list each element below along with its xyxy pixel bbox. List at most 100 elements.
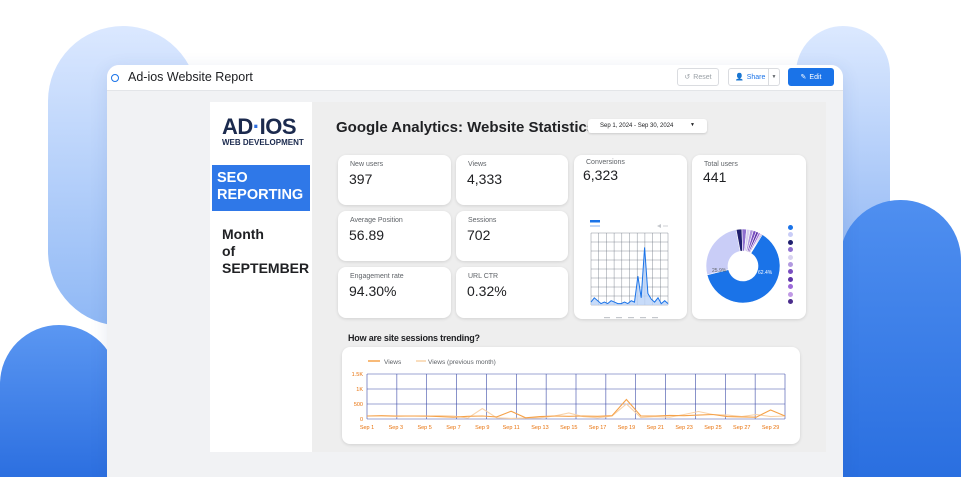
legend-dot	[788, 239, 793, 245]
legend-dot	[788, 232, 793, 238]
share-dropdown-chevron-icon[interactable]: ▼	[768, 69, 779, 85]
x-axis-label-placeholder	[604, 317, 610, 319]
x-tick-label: Sep 13	[531, 425, 548, 431]
sparkline-line	[590, 247, 669, 305]
legend-dot	[788, 254, 793, 260]
share-label: Share	[746, 73, 766, 81]
donut-legend	[788, 225, 793, 304]
month-label: Month of SEPTEMBER	[222, 226, 309, 277]
legend-dot	[788, 291, 793, 297]
edit-button[interactable]: ✎ Edit	[788, 68, 834, 86]
legend-page-icon	[657, 224, 661, 228]
x-tick-label: Sep 21	[647, 425, 664, 431]
metric-card-average-position[interactable]: Average Position 56.89	[338, 211, 451, 261]
month-line-2: of	[222, 243, 236, 259]
brand-logo: AD·IOS	[222, 114, 297, 139]
x-tick-label: Sep 9	[475, 425, 489, 431]
legend-dot	[788, 276, 793, 282]
donut-slice	[750, 233, 763, 254]
metric-value: 397	[349, 171, 373, 187]
add-person-icon: 👤	[735, 74, 744, 81]
x-axis-label-placeholder	[652, 317, 658, 319]
x-axis-label-placeholder	[640, 317, 646, 319]
metric-card-url-ctr[interactable]: URL CTR 0.32%	[456, 267, 568, 318]
month-line-3: SEPTEMBER	[222, 260, 310, 276]
app-header: Ad-ios Website Report ↺ Reset 👤 Share ▼ …	[107, 65, 843, 91]
reset-button[interactable]: ↺ Reset	[677, 68, 719, 86]
metric-card-views[interactable]: Views 4,333	[456, 155, 568, 205]
seo-line: SEO	[217, 170, 248, 186]
background-shape-right-bottom	[840, 200, 961, 477]
reset-label: Reset	[693, 73, 712, 81]
metric-label: Sessions	[468, 217, 497, 224]
share-button[interactable]: 👤 Share ▼	[728, 68, 780, 86]
x-axis-label-placeholder	[616, 317, 622, 319]
legend-dot	[788, 284, 793, 290]
edit-label: Edit	[809, 73, 822, 81]
legend-views-label: Views	[384, 359, 402, 366]
chevron-down-icon: ▼	[690, 122, 695, 128]
sessions-trend-card[interactable]: Views Views (previous month) 0 500 1K 1.5K Sep…	[342, 347, 800, 444]
background-shape-left-bottom	[0, 325, 118, 477]
x-axis-label-placeholder	[628, 317, 634, 319]
total-users-label: Total users	[704, 161, 738, 168]
x-tick-label: Sep 23	[675, 425, 692, 431]
metric-label: Engagement rate	[350, 273, 404, 280]
series-line-views	[366, 398, 786, 419]
date-range-value: Sep 1, 2024 - Sep 30, 2024	[600, 123, 674, 129]
legend-dot	[788, 225, 793, 230]
x-tick-label: Sep 5	[417, 425, 431, 431]
donut-label-primary: 62.4%	[758, 270, 773, 276]
x-tick-label: Sep 11	[503, 425, 520, 431]
x-tick-label: Sep 27	[733, 425, 750, 431]
brand-logo-right: IOS	[259, 114, 297, 139]
metric-card-sessions[interactable]: Sessions 702	[456, 211, 568, 261]
metric-label: Views	[468, 161, 487, 168]
legend-dot	[788, 261, 793, 267]
page-title: Google Analytics: Website Statistics	[336, 119, 596, 136]
metric-label: Average Position	[350, 217, 403, 224]
conversions-card[interactable]: Conversions 6,323	[574, 155, 687, 319]
x-tick-label: Sep 29	[762, 425, 779, 431]
report-sidebar: AD·IOS WEB DEVELOPMENT SEO REPORTING Mon…	[210, 102, 312, 452]
x-tick-label: Sep 15	[560, 425, 577, 431]
y-tick-label: 500	[354, 402, 363, 408]
total-users-value: 441	[703, 169, 727, 185]
x-tick-label: Sep 3	[389, 425, 403, 431]
trend-chart-title: How are site sessions trending?	[348, 333, 480, 343]
y-tick-label: 1.5K	[352, 372, 364, 378]
total-users-donut-chart: 25.9% 62.4%	[705, 228, 781, 304]
month-line-1: Month	[222, 226, 264, 242]
y-tick-label: 0	[360, 417, 363, 423]
looker-studio-icon	[111, 74, 119, 82]
brand-tagline: WEB DEVELOPMENT	[222, 138, 304, 147]
metric-value: 4,333	[467, 171, 503, 187]
reporting-line: REPORTING	[217, 187, 304, 203]
reset-icon: ↺	[684, 74, 691, 81]
date-range-picker[interactable]: Sep 1, 2024 - Sep 30, 2024 ▼	[588, 119, 707, 133]
metric-value: 94.30%	[349, 283, 397, 299]
y-tick-label: 1K	[356, 387, 363, 393]
x-tick-label: Sep 1	[360, 425, 374, 431]
pencil-icon: ✎	[800, 74, 807, 81]
report-canvas: AD·IOS WEB DEVELOPMENT SEO REPORTING Mon…	[210, 102, 826, 452]
metric-card-new-users[interactable]: New users 397	[338, 155, 451, 205]
total-users-card[interactable]: Total users 441 25.9% 62.4%	[692, 155, 806, 319]
conversions-label: Conversions	[586, 159, 625, 166]
brand-logo-left: AD	[222, 114, 253, 139]
seo-reporting-banner: SEO REPORTING	[212, 165, 310, 211]
x-tick-label: Sep 25	[704, 425, 721, 431]
metric-value: 0.32%	[467, 283, 507, 299]
legend-swatch-secondary	[590, 225, 600, 227]
metric-value: 702	[467, 227, 491, 243]
metric-label: URL CTR	[468, 273, 499, 280]
sessions-trend-chart: Views Views (previous month) 0 500 1K 1.5K Sep…	[352, 359, 786, 431]
donut-label-secondary: 25.9%	[712, 268, 727, 274]
donut-slice	[706, 234, 781, 304]
metric-label: New users	[350, 161, 384, 168]
x-tick-label: Sep 19	[618, 425, 635, 431]
report-title[interactable]: Ad-ios Website Report	[128, 70, 253, 84]
x-tick-label: Sep 7	[446, 425, 460, 431]
legend-swatch	[590, 220, 600, 223]
metric-card-engagement-rate[interactable]: Engagement rate 94.30%	[338, 267, 451, 318]
